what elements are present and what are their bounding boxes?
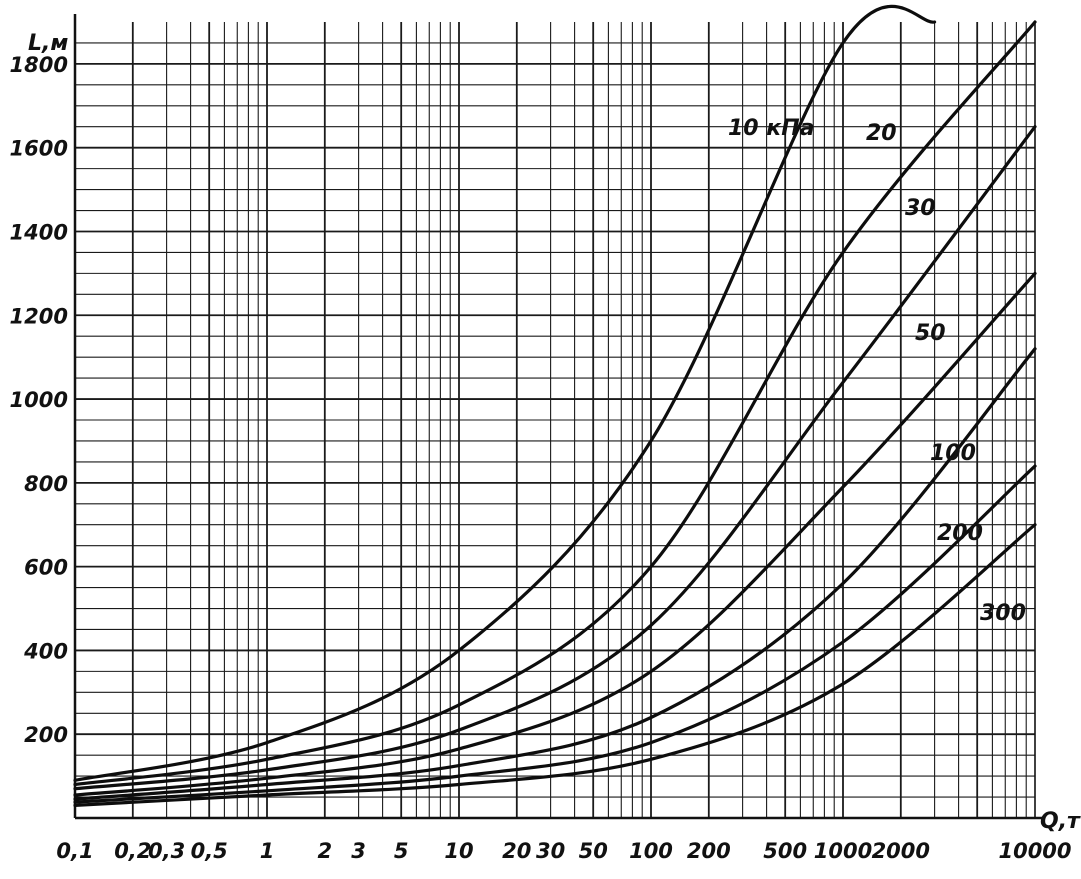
- x-tick-label: 100: [629, 839, 673, 863]
- series-line-0: [73, 4, 937, 782]
- x-tick-label: 1000: [814, 839, 872, 863]
- y-tick-label: 1600: [10, 137, 68, 161]
- x-tick-label: 0,5: [191, 839, 228, 863]
- series-label-0: 10 кПа: [728, 116, 814, 141]
- y-tick-labels: 200 400 600 800 1000 1200 1400 1600 1800: [10, 53, 68, 747]
- series-label-6: 300: [980, 601, 1026, 626]
- curves: [73, 4, 1037, 807]
- curve-labels: 10 кПа 20 30 50 100 200 300: [728, 116, 1026, 626]
- series-line-3: [73, 271, 1037, 797]
- series-line-4: [73, 347, 1037, 801]
- x-tick-label: 3: [351, 839, 366, 863]
- series-label-3: 50: [915, 321, 946, 346]
- x-tick-label: 50: [579, 839, 608, 863]
- series-line-2: [73, 125, 1037, 791]
- x-tick-label: 1: [260, 839, 275, 863]
- series-line-6: [73, 523, 1037, 807]
- y-axis-label: L,м: [28, 31, 68, 56]
- series-label-5: 200: [937, 521, 983, 546]
- x-tick-label: 10000: [998, 839, 1071, 863]
- y-tick-label: 600: [24, 556, 68, 580]
- x-tick-label: 0,1: [56, 839, 93, 863]
- plot-frame: [73, 14, 1043, 820]
- y-tick-label: 1800: [10, 53, 68, 77]
- x-tick-label: 2: [317, 839, 332, 863]
- x-tick-label: 0,3: [148, 839, 185, 863]
- series-line-1: [73, 20, 1037, 787]
- series-label-1: 20: [866, 121, 897, 146]
- y-tick-label: 400: [23, 639, 68, 663]
- y-tick-label: 1200: [10, 304, 68, 328]
- x-tick-label: 500: [763, 839, 807, 863]
- x-tick-label: 10: [444, 839, 473, 863]
- y-tick-label: 200: [24, 723, 68, 747]
- x-tick-label: 20: [502, 839, 531, 863]
- series-line-5: [73, 464, 1037, 804]
- series-label-2: 30: [905, 196, 936, 221]
- x-axis-label: Q,т: [1040, 809, 1081, 834]
- series-label-4: 100: [930, 441, 976, 466]
- x-tick-label: 200: [687, 839, 731, 863]
- x-tick-label: 2000: [872, 839, 930, 863]
- grid: [74, 22, 1035, 818]
- x-tick-label: 30: [536, 839, 565, 863]
- x-tick-label: 5: [394, 839, 409, 863]
- y-tick-label: 1000: [10, 388, 68, 412]
- x-tick-labels: 0,1 0,20,3 0,5 1 2 3 5 10 20 30 50 100 200 500 1000 200…: [56, 839, 1071, 863]
- y-tick-label: 1400: [10, 220, 68, 244]
- y-tick-label: 800: [24, 472, 68, 496]
- x-tick-label: 0,2: [114, 839, 151, 863]
